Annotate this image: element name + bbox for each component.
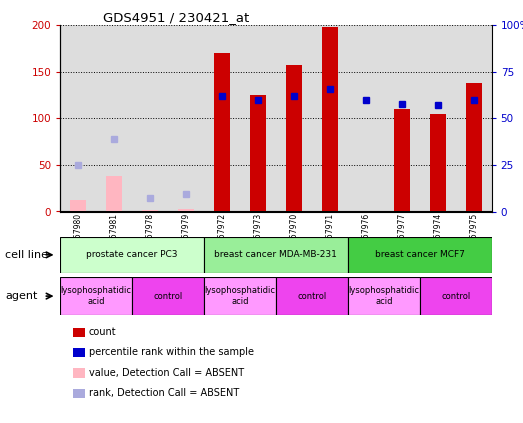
Bar bbox=[214, 53, 230, 212]
Bar bbox=[276, 25, 312, 212]
Text: cell line: cell line bbox=[5, 250, 48, 260]
Bar bbox=[348, 237, 492, 273]
Bar bbox=[70, 201, 86, 212]
Bar bbox=[240, 25, 276, 212]
Bar bbox=[168, 25, 204, 212]
Text: prostate cancer PC3: prostate cancer PC3 bbox=[86, 250, 178, 259]
Text: rank, Detection Call = ABSENT: rank, Detection Call = ABSENT bbox=[89, 388, 239, 398]
Bar bbox=[394, 109, 410, 212]
Bar bbox=[60, 25, 96, 212]
Bar bbox=[419, 25, 456, 212]
Bar bbox=[419, 277, 492, 315]
Bar bbox=[322, 27, 338, 212]
Bar bbox=[132, 277, 204, 315]
Bar bbox=[60, 237, 204, 273]
Text: breast cancer MCF7: breast cancer MCF7 bbox=[375, 250, 464, 259]
Text: count: count bbox=[89, 327, 117, 337]
Bar bbox=[60, 277, 132, 315]
Bar bbox=[132, 25, 168, 212]
Bar bbox=[456, 25, 492, 212]
Bar bbox=[250, 95, 266, 212]
Text: lysophosphatidic
acid: lysophosphatidic acid bbox=[348, 286, 419, 306]
Text: breast cancer MDA-MB-231: breast cancer MDA-MB-231 bbox=[214, 250, 337, 259]
Bar bbox=[204, 25, 240, 212]
Text: percentile rank within the sample: percentile rank within the sample bbox=[89, 347, 254, 357]
Text: GDS4951 / 230421_at: GDS4951 / 230421_at bbox=[104, 11, 249, 24]
Text: value, Detection Call = ABSENT: value, Detection Call = ABSENT bbox=[89, 368, 244, 378]
Text: lysophosphatidic
acid: lysophosphatidic acid bbox=[61, 286, 132, 306]
Bar bbox=[204, 237, 348, 273]
Bar bbox=[465, 83, 482, 212]
Bar bbox=[384, 25, 419, 212]
Text: control: control bbox=[297, 291, 326, 301]
Bar bbox=[429, 114, 446, 212]
Text: agent: agent bbox=[5, 291, 38, 301]
Bar bbox=[178, 209, 194, 212]
Text: control: control bbox=[441, 291, 470, 301]
Bar bbox=[276, 277, 348, 315]
Bar bbox=[348, 25, 384, 212]
Bar bbox=[312, 25, 348, 212]
Bar bbox=[286, 66, 302, 212]
Bar bbox=[204, 277, 276, 315]
Text: control: control bbox=[153, 291, 183, 301]
Bar bbox=[106, 176, 122, 212]
Bar bbox=[96, 25, 132, 212]
Bar bbox=[348, 277, 419, 315]
Text: lysophosphatidic
acid: lysophosphatidic acid bbox=[204, 286, 276, 306]
Bar bbox=[142, 210, 158, 212]
